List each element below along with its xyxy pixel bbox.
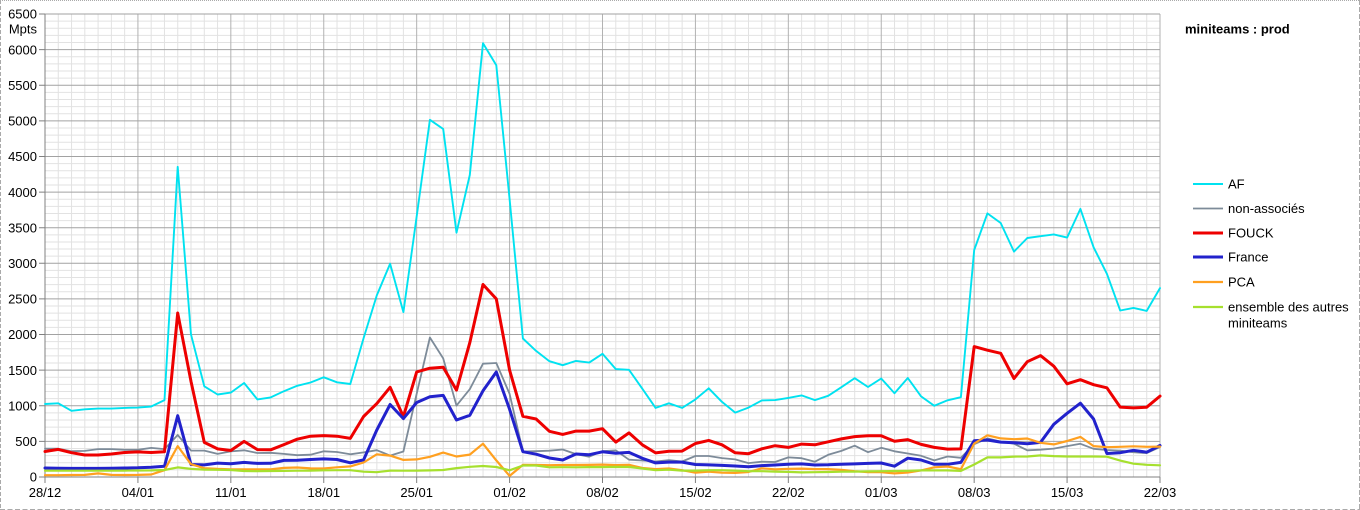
svg-text:15/02: 15/02	[679, 485, 712, 500]
svg-text:PCA: PCA	[1228, 275, 1255, 290]
svg-text:01/03: 01/03	[865, 485, 898, 500]
svg-text:0: 0	[30, 470, 37, 485]
svg-text:22/02: 22/02	[772, 485, 805, 500]
svg-text:6000: 6000	[8, 42, 37, 57]
svg-text:AF: AF	[1228, 177, 1245, 192]
svg-text:04/01: 04/01	[122, 485, 155, 500]
svg-text:non-associés: non-associés	[1228, 201, 1305, 216]
svg-text:25/01: 25/01	[400, 485, 433, 500]
svg-text:2500: 2500	[8, 292, 37, 307]
svg-text:28/12: 28/12	[29, 485, 62, 500]
svg-text:22/03: 22/03	[1144, 485, 1177, 500]
svg-text:1000: 1000	[8, 399, 37, 414]
svg-text:miniteams: miniteams	[1228, 316, 1288, 331]
svg-text:01/02: 01/02	[493, 485, 526, 500]
svg-text:miniteams : prod: miniteams : prod	[1185, 22, 1290, 37]
svg-text:4000: 4000	[8, 185, 37, 200]
svg-text:ensemble des autres: ensemble des autres	[1228, 300, 1349, 315]
svg-text:3500: 3500	[8, 220, 37, 235]
svg-text:08/02: 08/02	[586, 485, 619, 500]
svg-text:Mpts: Mpts	[9, 22, 38, 37]
svg-text:3000: 3000	[8, 256, 37, 271]
svg-text:2000: 2000	[8, 327, 37, 342]
svg-text:France: France	[1228, 250, 1268, 265]
svg-text:5000: 5000	[8, 114, 37, 129]
svg-text:11/01: 11/01	[215, 485, 247, 500]
svg-text:18/01: 18/01	[308, 485, 341, 500]
svg-text:1500: 1500	[8, 363, 37, 378]
svg-text:6500: 6500	[8, 7, 37, 22]
svg-text:FOUCK: FOUCK	[1228, 226, 1274, 241]
svg-text:4500: 4500	[8, 149, 37, 164]
svg-text:500: 500	[15, 434, 37, 449]
svg-text:15/03: 15/03	[1051, 485, 1084, 500]
svg-text:08/03: 08/03	[958, 485, 991, 500]
svg-text:5500: 5500	[8, 78, 37, 93]
